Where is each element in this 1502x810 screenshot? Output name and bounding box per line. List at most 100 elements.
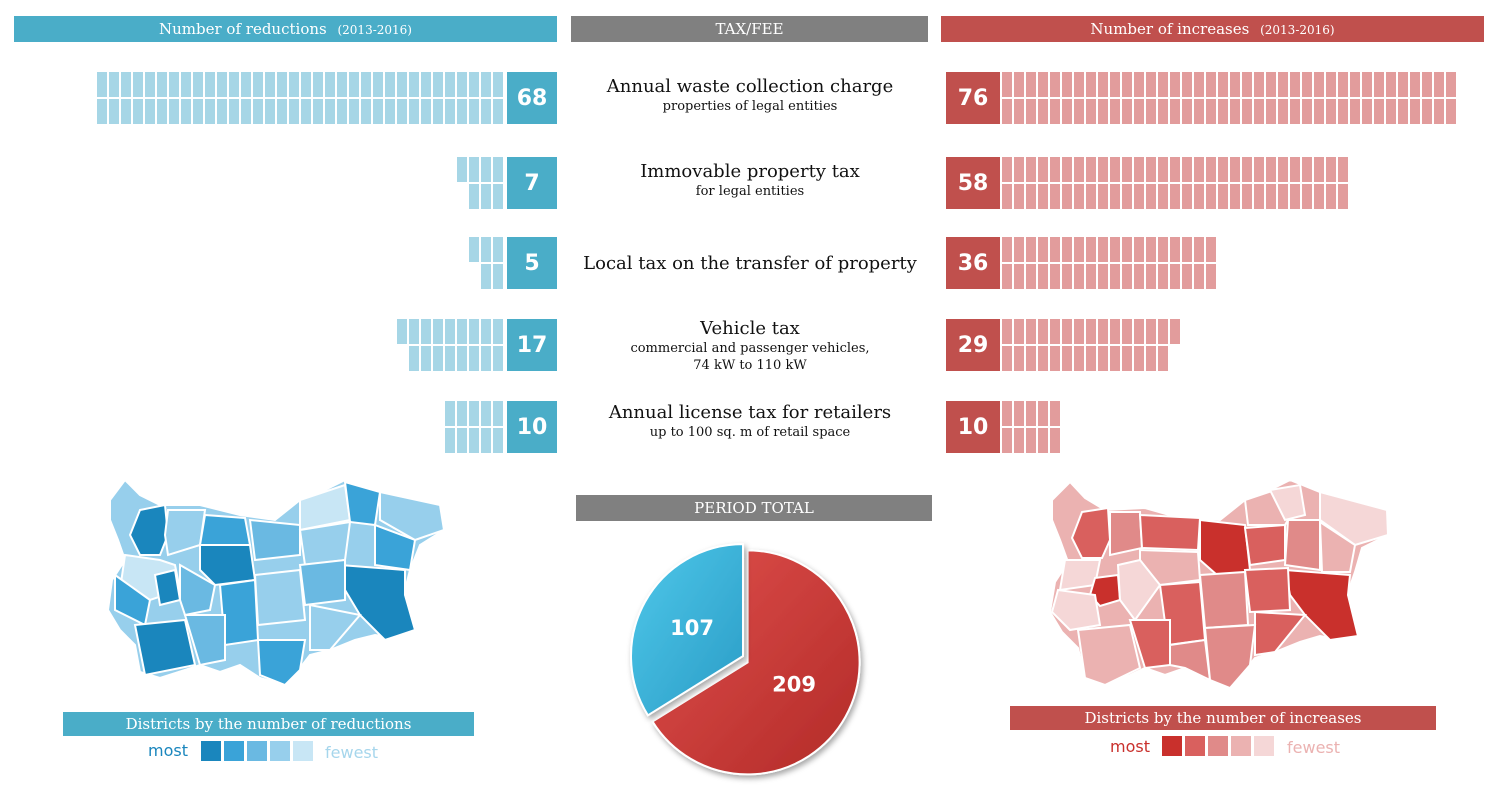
increase-tally-cell [1302, 99, 1312, 124]
increase-tally-cell [1254, 72, 1264, 97]
increase-tally-cell [1134, 264, 1144, 289]
increase-tally-cell [1086, 157, 1096, 182]
increase-tally-cell [1254, 99, 1264, 124]
increase-tally-cell [1398, 99, 1408, 124]
increase-tally-cell [1446, 72, 1456, 97]
reduction-tally-cell [469, 319, 479, 344]
increase-tally-cell [1134, 184, 1144, 209]
increase-tally-cell [1122, 99, 1132, 124]
reduction-tally-cell [409, 319, 419, 344]
increase-tally-cell [1038, 184, 1048, 209]
increase-tally-cell [1362, 99, 1372, 124]
legend-swatch [223, 740, 245, 762]
reduction-tally-cell [493, 428, 503, 453]
pie-slice-increases [651, 549, 861, 776]
reduction-tally-cell [289, 99, 299, 124]
period-total-pie: 107 209 [630, 543, 861, 776]
reduction-tally-cell [253, 99, 263, 124]
category-name-3: Vehicle tax [700, 318, 800, 339]
increase-tally-cell [1086, 346, 1096, 371]
increase-tally-cell [1002, 428, 1012, 453]
red-district [1254, 610, 1308, 657]
pie-label-reductions: 107 [670, 616, 714, 640]
increase-tally-cell [1206, 184, 1216, 209]
increase-tally-cell [1062, 72, 1072, 97]
taxfee-header: TAX/FEE [571, 16, 928, 42]
increase-tally-cell [1122, 346, 1132, 371]
blue-district [298, 520, 352, 567]
increase-tally-cell [1446, 99, 1456, 124]
reduction-tally-cell [481, 428, 491, 453]
increase-tally-cell [1014, 428, 1024, 453]
category-sub-3b: 74 kW to 110 kW [693, 358, 807, 373]
increase-tally-cell [1110, 157, 1120, 182]
reduction-tally-cell [265, 99, 275, 124]
reduction-tally-cell [301, 72, 311, 97]
increase-tally-cell [1314, 99, 1324, 124]
taxfee-header-title: TAX/FEE [715, 20, 784, 38]
category-name-1: Immovable property tax [640, 161, 860, 182]
reduction-tally-cell [397, 99, 407, 124]
reduction-tally-cell [469, 99, 479, 124]
reduction-tally-cell [313, 72, 323, 97]
increase-tally-cell [1266, 72, 1276, 97]
increase-tally-cell [1206, 72, 1216, 97]
increase-tally-cell [1074, 99, 1084, 124]
reduction-tally-cell [421, 99, 431, 124]
reductions-map-title-text: Districts by the number of reductions [125, 715, 412, 733]
increase-tally-cell [1110, 319, 1120, 344]
increase-tally-cell [1002, 99, 1012, 124]
increase-tally-cell [1314, 184, 1324, 209]
increase-tally-cell [1158, 264, 1168, 289]
reduction-tally-cell [397, 72, 407, 97]
reduction-tally-cell [457, 319, 467, 344]
reduction-tally-cell [457, 428, 467, 453]
increase-tally-cell [1026, 264, 1036, 289]
reduction-tally-cell [481, 72, 491, 97]
increases-district-map [1048, 478, 1390, 690]
increase-tally-cell [1158, 99, 1168, 124]
increase-tally-cell [1110, 346, 1120, 371]
increases-header-title: Number of increases [1090, 20, 1250, 38]
increase-tally-cell [1338, 72, 1348, 97]
reduction-tally-cell [301, 99, 311, 124]
reduction-tally-cell [229, 99, 239, 124]
increase-tally-cell [1074, 157, 1084, 182]
blue-district [179, 563, 217, 617]
increase-tally-cell [1362, 72, 1372, 97]
increase-tally-cell [1182, 237, 1192, 262]
increase-tally-cell [1218, 99, 1228, 124]
reduction-tally-cell [277, 72, 287, 97]
reduction-tally-cell [97, 99, 107, 124]
increase-tally-cell [1062, 99, 1072, 124]
blue-district [343, 480, 382, 527]
increase-tally-cell [1062, 346, 1072, 371]
increase-tally-cell [1338, 99, 1348, 124]
increase-tally-cell [1014, 237, 1024, 262]
reduction-tally-cell [457, 157, 467, 182]
increase-tally-cell [1122, 72, 1132, 97]
increase-tally-cell [1278, 72, 1288, 97]
increase-tally-cell [1062, 237, 1072, 262]
period-total-title: PERIOD TOTAL [694, 499, 814, 517]
increase-tally-cell [1170, 99, 1180, 124]
reduction-tally-cell [337, 72, 347, 97]
increase-tally-cell [1026, 184, 1036, 209]
reduction-tally-cell [469, 428, 479, 453]
pie-label-increases: 209 [772, 672, 816, 696]
reduction-tally-cell [457, 401, 467, 426]
increase-tally-cell [1434, 99, 1444, 124]
increase-tally-cell [1002, 401, 1012, 426]
increase-tally-cell [1062, 319, 1072, 344]
increase-tally-cell [1038, 319, 1048, 344]
increase-tally-cell [1062, 264, 1072, 289]
increase-value-4: 10 [946, 401, 1000, 453]
increase-tally-cell [1410, 99, 1420, 124]
increase-tally-cell [1086, 99, 1096, 124]
reduction-tally-cell [121, 72, 131, 97]
reduction-tally-cell [361, 72, 371, 97]
red-legend-most: most [1110, 737, 1150, 756]
category-name-0: Annual waste collection charge [606, 76, 894, 97]
increase-tally-cell [1110, 72, 1120, 97]
increase-tally-cell [1158, 184, 1168, 209]
